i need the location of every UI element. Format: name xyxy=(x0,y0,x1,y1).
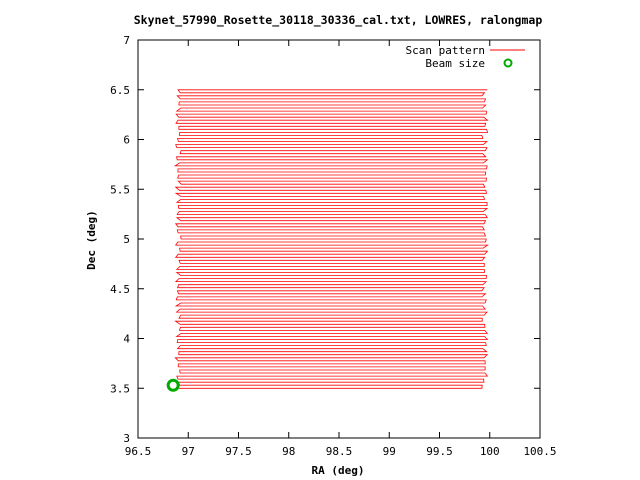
x-tick-label: 98 xyxy=(282,445,295,458)
x-tick-label: 97 xyxy=(182,445,195,458)
scan-pattern-series xyxy=(173,89,489,389)
x-tick-label: 99.5 xyxy=(426,445,453,458)
chart-title: Skynet_57990_Rosette_30118_30336_cal.txt… xyxy=(134,13,543,28)
beam-size-series xyxy=(166,378,180,392)
beam-size-marker xyxy=(166,378,180,392)
x-tick-label: 100 xyxy=(480,445,500,458)
x-axis: 96.5 97 97.5 98 98.5 99 99.5 100 100.5 xyxy=(125,40,557,458)
y-tick-label: 5 xyxy=(123,233,130,246)
x-tick-label: 100.5 xyxy=(523,445,556,458)
y-axis: 3 3.5 4 4.5 5 5.5 6 6.5 7 xyxy=(110,34,540,445)
x-axis-label: RA (deg) xyxy=(312,464,365,477)
y-tick-label: 6 xyxy=(123,134,130,147)
y-tick-label: 6.5 xyxy=(110,84,130,97)
legend-swatch-beam-size xyxy=(503,58,513,68)
x-tick-label: 96.5 xyxy=(125,445,152,458)
y-tick-label: 4.5 xyxy=(110,283,130,296)
y-tick-label: 7 xyxy=(123,34,130,47)
y-tick-label: 3.5 xyxy=(110,382,130,395)
legend-label-beam-size: Beam size xyxy=(425,57,485,70)
y-tick-label: 3 xyxy=(123,432,130,445)
legend: Scan pattern Beam size xyxy=(406,44,525,70)
x-tick-label: 99 xyxy=(383,445,396,458)
x-tick-label: 98.5 xyxy=(326,445,353,458)
x-tick-label: 97.5 xyxy=(225,445,252,458)
y-tick-label: 4 xyxy=(123,333,130,346)
y-axis-label: Dec (deg) xyxy=(85,210,98,270)
y-tick-label: 5.5 xyxy=(110,183,130,196)
legend-label-scan-pattern: Scan pattern xyxy=(406,44,485,57)
scan-pattern-line xyxy=(173,89,489,389)
